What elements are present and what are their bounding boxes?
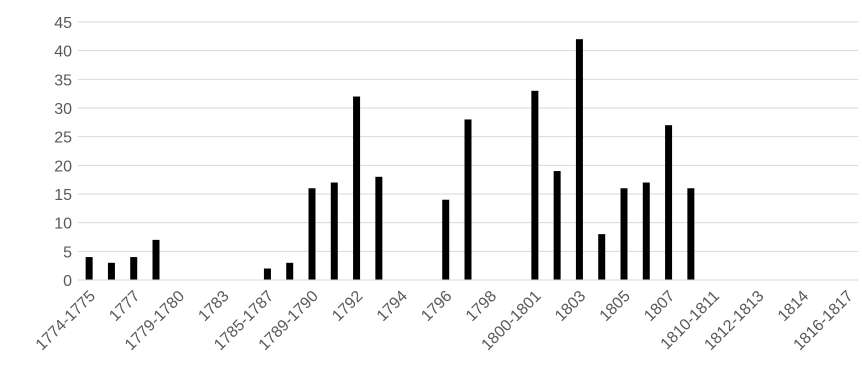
bar-1776 [107,262,115,280]
bar-1789-1790 [308,188,316,280]
bar-1788 [286,262,294,280]
bar-1791 [330,182,338,280]
bar-1778 [152,239,160,280]
y-tick-label: 30 [54,101,72,118]
y-tick-label: 35 [54,72,72,89]
bar-1802 [553,171,561,280]
x-tick-label: 1805 [597,288,634,325]
bar-1777 [130,257,138,280]
x-tick-label: 1794 [374,288,411,325]
x-tick-label: 1807 [641,288,678,325]
y-tick-label: 45 [54,15,72,32]
bars [85,39,695,281]
y-axis: 0 5 10 15 20 25 30 35 40 45 [54,15,72,290]
bar-1774-1775 [85,257,93,280]
y-tick-label: 10 [54,216,72,233]
bar-1800-1801 [531,90,539,280]
x-tick-label: 1774-1775 [33,288,99,354]
bar-1804 [598,234,606,280]
y-tick-label: 25 [54,130,72,147]
bar-1797 [464,119,472,280]
bar-1792 [353,96,361,281]
x-tick-label: 1798 [463,288,500,325]
bar-1808-1809 [687,188,695,280]
y-tick-label: 15 [54,187,72,204]
x-tick-label: 1783 [195,288,232,325]
bar-1796 [442,199,450,280]
x-tick-label: 1792 [329,288,366,325]
bar-1803 [575,39,583,281]
bar-1806 [642,182,650,280]
x-tick-label: 1803 [552,288,589,325]
bar-1807 [665,125,673,280]
bar-1793 [375,176,383,280]
x-tick-label: 1777 [106,288,143,325]
y-tick-label: 0 [63,273,72,290]
bar-1805 [620,188,628,280]
y-tick-label: 5 [63,244,72,261]
y-tick-label: 20 [54,158,72,175]
x-tick-label: 1796 [418,288,455,325]
y-tick-label: 40 [54,44,72,61]
bar-1785-1787 [263,268,271,280]
x-tick-label: 1814 [775,288,812,325]
